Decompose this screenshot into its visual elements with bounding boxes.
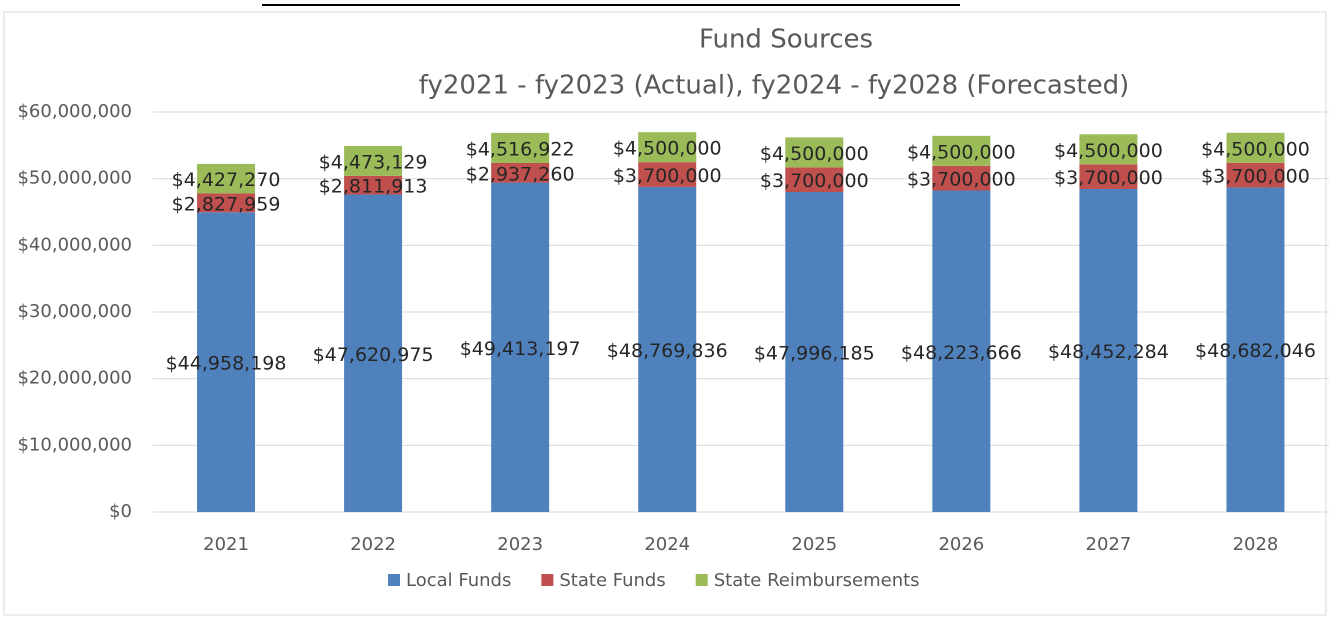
x-tick-label: 2028 xyxy=(1233,534,1279,555)
data-label: $49,413,197 xyxy=(460,338,581,360)
bar-segment xyxy=(491,132,550,163)
x-tick-label: 2022 xyxy=(350,534,396,555)
data-label: $4,500,000 xyxy=(760,143,869,165)
x-tick-label: 2027 xyxy=(1086,534,1132,555)
x-tick-label: 2023 xyxy=(497,534,543,555)
y-tick-label: $40,000,000 xyxy=(17,234,132,255)
legend-swatch xyxy=(388,574,400,586)
bar-segment xyxy=(197,193,256,213)
data-label: $3,700,000 xyxy=(1054,167,1163,189)
data-label: $48,769,836 xyxy=(607,340,728,362)
bar-segment xyxy=(1079,164,1138,189)
bar-segment xyxy=(932,135,991,166)
data-label: $3,700,000 xyxy=(907,169,1016,191)
data-label: $4,500,000 xyxy=(1054,140,1163,162)
data-label: $4,500,000 xyxy=(1201,138,1310,160)
bar-segment xyxy=(344,175,403,195)
data-label: $48,452,284 xyxy=(1048,341,1169,363)
data-label: $3,700,000 xyxy=(760,170,869,192)
bar-segment xyxy=(638,186,697,512)
data-label: $2,811,913 xyxy=(319,176,428,198)
data-label: $3,700,000 xyxy=(1201,166,1310,188)
data-label: $2,827,959 xyxy=(172,193,281,215)
data-label: $48,682,046 xyxy=(1195,340,1316,362)
bar-segment xyxy=(344,194,403,512)
data-label: $4,473,129 xyxy=(319,151,428,173)
bar-segment xyxy=(1226,187,1285,512)
x-tick-label: 2024 xyxy=(644,534,690,555)
chart-subtitle: fy2021 - fy2023 (Actual), fy2024 - fy202… xyxy=(419,71,1129,101)
chart-frame xyxy=(3,11,1327,616)
bar-segment xyxy=(785,167,844,193)
data-label: $2,937,260 xyxy=(466,163,575,185)
bar-segment xyxy=(638,162,697,187)
legend-swatch xyxy=(541,574,554,586)
bar-segment xyxy=(785,137,844,168)
bar-segment xyxy=(932,190,991,512)
data-label: $47,996,185 xyxy=(754,343,875,365)
bar-segment xyxy=(1226,162,1285,188)
bar-segment xyxy=(785,192,844,512)
data-label: $3,700,000 xyxy=(613,165,722,187)
legend-label: State Reimbursements xyxy=(714,570,920,591)
legend-swatch xyxy=(695,574,708,586)
bar-segment xyxy=(491,182,550,513)
y-tick-label: $0 xyxy=(109,501,132,522)
legend-label: State Funds xyxy=(559,570,665,591)
data-label: $48,223,666 xyxy=(901,342,1022,364)
data-label: $4,427,270 xyxy=(172,169,281,191)
data-label: $44,958,198 xyxy=(166,353,287,375)
x-tick-label: 2021 xyxy=(203,534,249,555)
y-tick-label: $10,000,000 xyxy=(17,434,132,455)
data-label: $4,500,000 xyxy=(907,141,1016,163)
data-label: $4,516,922 xyxy=(466,138,575,160)
y-tick-label: $20,000,000 xyxy=(17,368,132,389)
y-tick-label: $50,000,000 xyxy=(17,168,132,189)
chart-title: Fund Sources xyxy=(699,25,873,55)
bar-segment xyxy=(638,132,697,163)
y-tick-label: $30,000,000 xyxy=(17,301,132,322)
y-tick-label: $60,000,000 xyxy=(17,101,132,122)
x-tick-label: 2025 xyxy=(791,534,837,555)
data-label: $4,500,000 xyxy=(613,138,722,160)
bar-segment xyxy=(1079,134,1138,165)
bar-segment xyxy=(197,163,256,194)
bar-segment xyxy=(1079,188,1138,512)
bar-segment xyxy=(932,165,991,191)
legend-label: Local Funds xyxy=(406,570,511,591)
x-tick-label: 2026 xyxy=(938,534,984,555)
bar-segment xyxy=(1226,132,1285,163)
data-label: $47,620,975 xyxy=(313,344,434,366)
bar-segment xyxy=(491,162,550,183)
bar-segment xyxy=(197,212,256,512)
bar-segment xyxy=(344,145,403,176)
